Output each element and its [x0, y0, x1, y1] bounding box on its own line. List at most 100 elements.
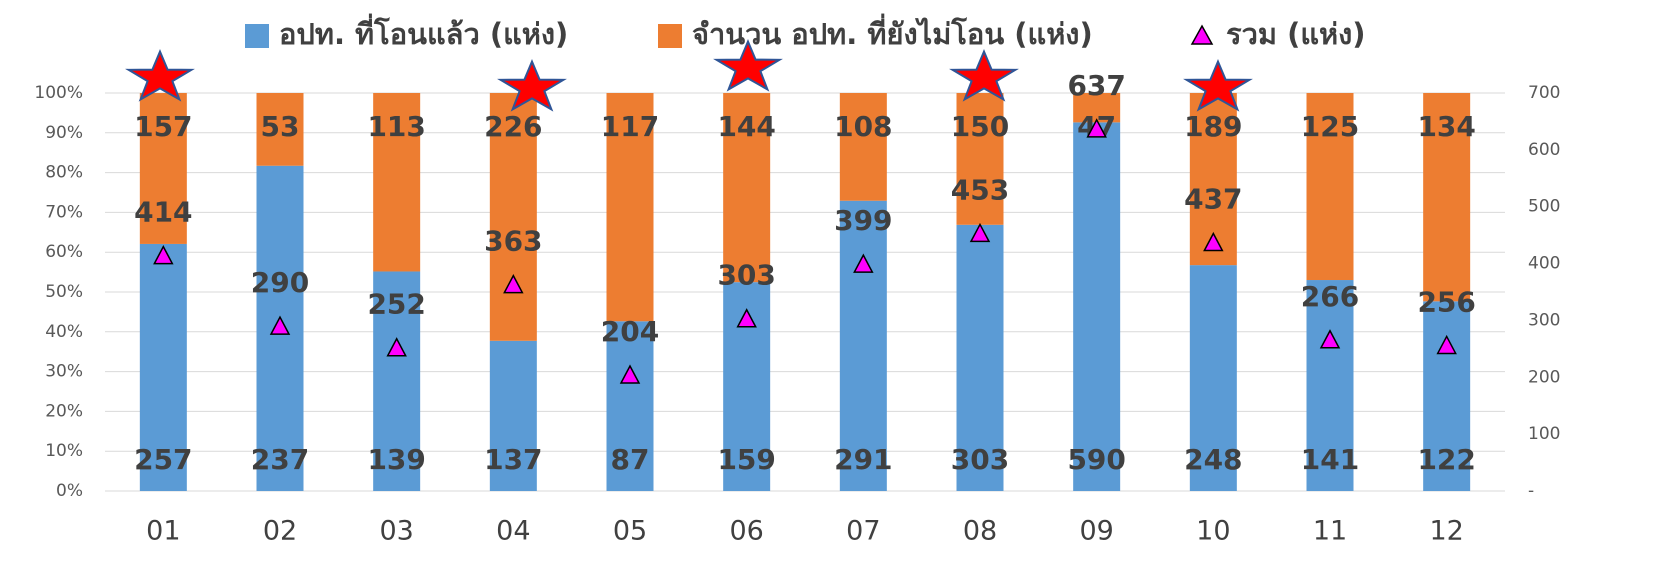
total-marker	[503, 274, 524, 294]
bar-segment	[1306, 280, 1354, 491]
bar-segment	[956, 93, 1004, 225]
x-tick-label: 11	[1313, 516, 1347, 547]
data-label: 637	[1067, 69, 1125, 102]
bar-segment	[489, 93, 537, 341]
total-marker	[853, 253, 874, 273]
x-tick-label: 08	[963, 516, 997, 547]
y2-tick-label: 300	[1528, 310, 1560, 330]
data-label: 117	[601, 110, 659, 143]
total-marker	[1086, 118, 1107, 138]
star	[713, 39, 783, 92]
x-tick-label: 06	[729, 516, 763, 547]
total-marker	[1203, 231, 1224, 252]
legend-swatch	[658, 24, 682, 48]
x-tick-label: 01	[146, 516, 180, 547]
bar-segment	[606, 321, 654, 491]
data-label: 150	[951, 110, 1009, 143]
data-label: 237	[251, 443, 309, 476]
data-label: 204	[601, 315, 659, 348]
y2-tick-label: -	[1528, 481, 1534, 501]
star	[949, 49, 1019, 102]
data-label: 303	[717, 259, 775, 292]
data-label: 252	[367, 288, 425, 321]
data-label: 291	[834, 443, 892, 476]
y-tick-label: 10%	[45, 441, 83, 461]
x-tick-label: 09	[1079, 516, 1113, 547]
data-label: 53	[261, 110, 300, 143]
x-tick-label: 12	[1429, 516, 1463, 547]
data-label: 590	[1067, 443, 1125, 476]
data-label: 256	[1417, 285, 1475, 318]
bar-segment	[839, 200, 887, 492]
legend-label: จำนวน อปท. ที่ยังไม่โอน (แห่ง)	[692, 13, 1093, 51]
bar-segment	[373, 271, 421, 491]
legend-label: รวม (แห่ง)	[1226, 17, 1366, 51]
y2-tick-label: 700	[1528, 83, 1560, 103]
data-label: 125	[1301, 110, 1359, 143]
data-label: 257	[134, 443, 192, 476]
y-tick-label: 90%	[45, 123, 83, 143]
y-tick-label: 20%	[45, 401, 83, 421]
y2-tick-label: 400	[1528, 254, 1560, 274]
bar-segment	[1189, 265, 1237, 491]
data-label: 399	[834, 204, 892, 237]
bar-segment	[723, 93, 771, 283]
total-marker	[969, 222, 991, 243]
bar-segment	[1423, 301, 1471, 491]
total-marker	[619, 364, 641, 384]
legend-marker	[1190, 24, 1214, 45]
bar-segment	[1423, 93, 1471, 302]
data-label: 290	[251, 266, 309, 299]
y2-tick-label: 100	[1528, 424, 1560, 444]
y-tick-label: 70%	[45, 202, 83, 222]
x-tick-label: 05	[613, 516, 647, 547]
data-label: 414	[134, 196, 192, 229]
bar-segment	[1073, 93, 1121, 123]
data-label: 139	[367, 443, 425, 476]
data-label: 157	[134, 110, 192, 143]
data-label: 248	[1184, 443, 1242, 476]
data-label: 363	[484, 225, 542, 258]
total-marker	[1436, 334, 1457, 355]
x-tick-label: 07	[846, 516, 880, 547]
x-tick-label: 03	[379, 516, 413, 547]
legend-label: อปท. ที่โอนแล้ว (แห่ง)	[279, 13, 568, 51]
bar-segment	[839, 93, 887, 201]
legend-swatch	[245, 24, 269, 48]
y-tick-label: 0%	[56, 481, 83, 501]
bar-segment	[373, 93, 421, 272]
y-tick-label: 50%	[45, 282, 83, 302]
total-marker	[1319, 329, 1341, 349]
total-marker	[153, 245, 174, 265]
star	[497, 59, 567, 112]
data-label: 303	[951, 443, 1009, 476]
star	[1183, 59, 1253, 112]
data-label: 87	[611, 443, 650, 476]
star-decorations	[125, 39, 1253, 112]
data-label: 453	[951, 173, 1009, 206]
bar-segment	[139, 243, 187, 491]
bar-segment	[956, 224, 1004, 491]
y-tick-label: 100%	[34, 83, 83, 103]
total-marker	[386, 337, 407, 357]
bar-segment	[1306, 93, 1354, 281]
data-label: 144	[717, 110, 775, 143]
data-label: 226	[484, 110, 542, 143]
bar-segment	[489, 340, 537, 491]
data-label: 189	[1184, 110, 1242, 143]
y-tick-label: 40%	[45, 322, 83, 342]
y2-tick-label: 500	[1528, 197, 1560, 217]
x-tick-label: 10	[1196, 516, 1230, 547]
y-tick-label: 60%	[45, 242, 83, 262]
data-label: 159	[717, 443, 775, 476]
x-tick-label: 02	[263, 516, 297, 547]
star	[125, 49, 195, 102]
x-tick-label: 04	[496, 516, 530, 547]
y-tick-label: 80%	[45, 163, 83, 183]
y2-tick-label: 200	[1528, 367, 1560, 387]
y-tick-label: 30%	[45, 362, 83, 382]
data-label: 108	[834, 110, 892, 143]
data-label: 113	[367, 110, 425, 143]
bar-segment	[606, 93, 654, 322]
